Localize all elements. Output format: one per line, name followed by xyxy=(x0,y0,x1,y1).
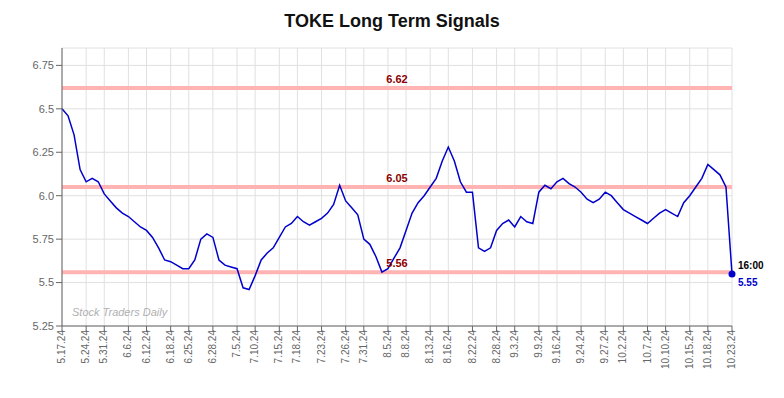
svg-text:8.5.24: 8.5.24 xyxy=(382,330,393,358)
svg-text:9.27.24: 9.27.24 xyxy=(599,330,610,364)
svg-text:7.5.24: 7.5.24 xyxy=(231,330,242,358)
svg-text:8.16.24: 8.16.24 xyxy=(442,330,453,364)
svg-text:9.24.24: 9.24.24 xyxy=(575,330,586,364)
svg-text:6.75: 6.75 xyxy=(33,59,54,71)
svg-text:6.62: 6.62 xyxy=(386,73,407,85)
html-text:Stock Traders Daily: Stock Traders Daily xyxy=(72,306,168,318)
svg-text:5.25: 5.25 xyxy=(33,320,54,332)
svg-text:10.2.24: 10.2.24 xyxy=(617,330,628,364)
svg-text:8.13.24: 8.13.24 xyxy=(424,330,435,364)
svg-text:8.8.24: 8.8.24 xyxy=(400,330,411,358)
svg-text:9.9.24: 9.9.24 xyxy=(533,330,544,358)
svg-text:10.18.24: 10.18.24 xyxy=(702,330,713,369)
svg-text:9.3.24: 9.3.24 xyxy=(509,330,520,358)
svg-text:6.6.24: 6.6.24 xyxy=(122,330,133,358)
svg-text:7.31.24: 7.31.24 xyxy=(358,330,369,364)
svg-text:6.5: 6.5 xyxy=(39,103,54,115)
svg-text:6.0: 6.0 xyxy=(39,190,54,202)
svg-text:10.23.24: 10.23.24 xyxy=(726,330,737,369)
svg-text:5.17.24: 5.17.24 xyxy=(56,330,67,364)
svg-text:7.10.24: 7.10.24 xyxy=(249,330,260,364)
svg-text:10.15.24: 10.15.24 xyxy=(684,330,695,369)
svg-text:10.10.24: 10.10.24 xyxy=(660,330,671,369)
svg-text:9.16.24: 9.16.24 xyxy=(551,330,562,364)
svg-text:8.22.24: 8.22.24 xyxy=(467,330,478,364)
svg-text:6.05: 6.05 xyxy=(386,172,407,184)
svg-text:7.26.24: 7.26.24 xyxy=(340,330,351,364)
svg-text:10.7.24: 10.7.24 xyxy=(642,330,653,364)
svg-text:7.15.24: 7.15.24 xyxy=(273,330,284,364)
svg-text:5.31.24: 5.31.24 xyxy=(98,330,109,364)
svg-text:5.5: 5.5 xyxy=(39,276,54,288)
svg-text:8.28.24: 8.28.24 xyxy=(491,330,502,364)
svg-text:6.12.24: 6.12.24 xyxy=(141,330,152,364)
svg-text:6.28.24: 6.28.24 xyxy=(207,330,218,364)
svg-text:6.25: 6.25 xyxy=(33,146,54,158)
svg-text:5.56: 5.56 xyxy=(386,257,407,269)
html-text:TOKE Long Term Signals: TOKE Long Term Signals xyxy=(284,11,500,31)
svg-text:7.23.24: 7.23.24 xyxy=(316,330,327,364)
svg-text:16:00: 16:00 xyxy=(738,260,764,271)
svg-text:5.75: 5.75 xyxy=(33,233,54,245)
svg-text:5.55: 5.55 xyxy=(738,277,758,288)
svg-text:6.18.24: 6.18.24 xyxy=(165,330,176,364)
svg-text:6.25.24: 6.25.24 xyxy=(183,330,194,364)
svg-text:7.18.24: 7.18.24 xyxy=(292,330,303,364)
svg-text:5.24.24: 5.24.24 xyxy=(80,330,91,364)
